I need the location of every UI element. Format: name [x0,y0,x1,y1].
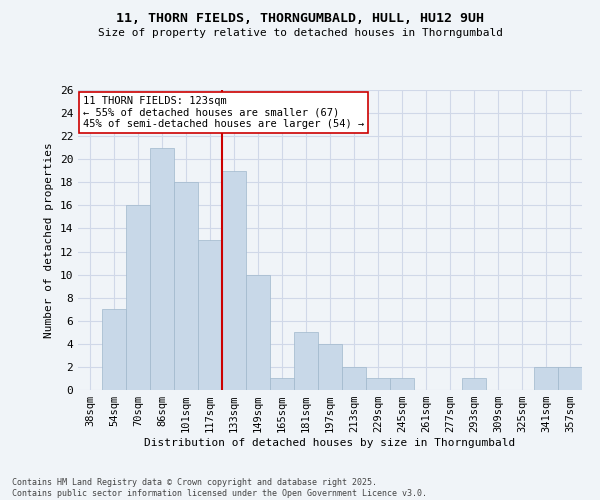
Text: Size of property relative to detached houses in Thorngumbald: Size of property relative to detached ho… [97,28,503,38]
Bar [198,240,222,390]
Bar [246,274,270,390]
Bar [270,378,294,390]
Bar [318,344,342,390]
Bar [126,206,150,390]
Bar [294,332,318,390]
Bar [102,309,126,390]
Bar [558,367,582,390]
Y-axis label: Number of detached properties: Number of detached properties [44,142,54,338]
Bar [342,367,366,390]
Text: 11 THORN FIELDS: 123sqm
← 55% of detached houses are smaller (67)
45% of semi-de: 11 THORN FIELDS: 123sqm ← 55% of detache… [83,96,364,129]
Bar [390,378,414,390]
Bar [150,148,174,390]
Bar [462,378,486,390]
Bar [174,182,198,390]
X-axis label: Distribution of detached houses by size in Thorngumbald: Distribution of detached houses by size … [145,438,515,448]
Text: 11, THORN FIELDS, THORNGUMBALD, HULL, HU12 9UH: 11, THORN FIELDS, THORNGUMBALD, HULL, HU… [116,12,484,26]
Bar [222,171,246,390]
Text: Contains HM Land Registry data © Crown copyright and database right 2025.
Contai: Contains HM Land Registry data © Crown c… [12,478,427,498]
Bar [366,378,390,390]
Bar [534,367,558,390]
